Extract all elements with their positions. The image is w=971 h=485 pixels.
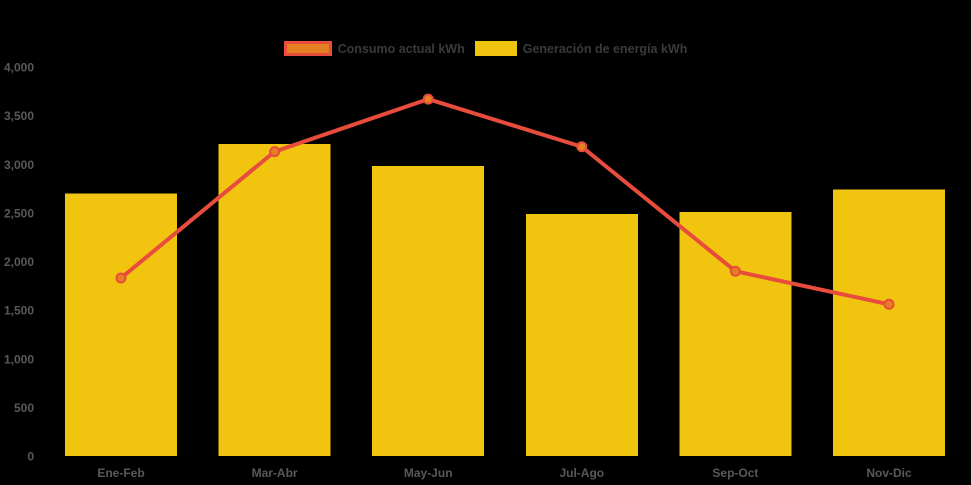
y-axis-tick-label: 4,000	[4, 61, 34, 75]
bar-nov-dic[interactable]	[833, 189, 945, 456]
x-axis-label-jul-ago: Jul-Ago	[559, 466, 604, 480]
y-axis-tick-label: 1,000	[4, 352, 34, 366]
y-axis-tick-label: 2,000	[4, 255, 34, 269]
x-axis-label-mar-abr: Mar-Abr	[252, 466, 298, 480]
bar-may-jun[interactable]	[372, 166, 485, 456]
consumo-line	[119, 97, 891, 307]
bar-sep-oct[interactable]	[679, 211, 792, 456]
legend-item-generacion-energia[interactable]: Generación de energía kWh	[474, 41, 688, 56]
legend-swatch-generacion-energia	[474, 41, 517, 56]
x-axis-label-ene-feb: Ene-Feb	[97, 466, 144, 480]
data-point-may-jun[interactable]	[422, 93, 434, 105]
bar-ene-feb[interactable]	[65, 193, 177, 457]
legend-label-generacion-energia: Generación de energía kWh	[522, 41, 688, 56]
data-point-ene-feb[interactable]	[115, 272, 127, 284]
legend-label-consumo-actual: Consumo actual kWh	[337, 41, 465, 56]
y-axis-tick-label: 1,500	[4, 304, 34, 318]
data-point-jul-ago[interactable]	[576, 141, 588, 153]
data-point-sep-oct[interactable]	[729, 265, 741, 277]
x-axis-label-sep-oct: Sep-Oct	[712, 466, 758, 480]
x-axis-label-nov-dic: Nov-Dic	[866, 466, 912, 480]
y-axis-tick-label: 3,500	[4, 109, 34, 123]
x-axis-label-may-jun: May-Jun	[404, 466, 453, 480]
y-axis-tick-label: 500	[14, 401, 34, 415]
bar-jul-ago[interactable]	[525, 213, 638, 456]
legend-swatch-consumo-actual	[283, 41, 332, 56]
y-axis-tick-label: 2,500	[4, 206, 34, 220]
data-point-mar-abr[interactable]	[269, 146, 281, 158]
data-point-nov-dic[interactable]	[883, 298, 895, 310]
y-axis-tick-label: 0	[27, 450, 34, 464]
chart-legend: Consumo actual kWh Generación de energía…	[0, 41, 971, 56]
legend-item-consumo-actual[interactable]: Consumo actual kWh	[283, 41, 465, 56]
bar-mar-abr[interactable]	[218, 143, 331, 456]
y-axis-tick-label: 3,000	[4, 158, 34, 172]
